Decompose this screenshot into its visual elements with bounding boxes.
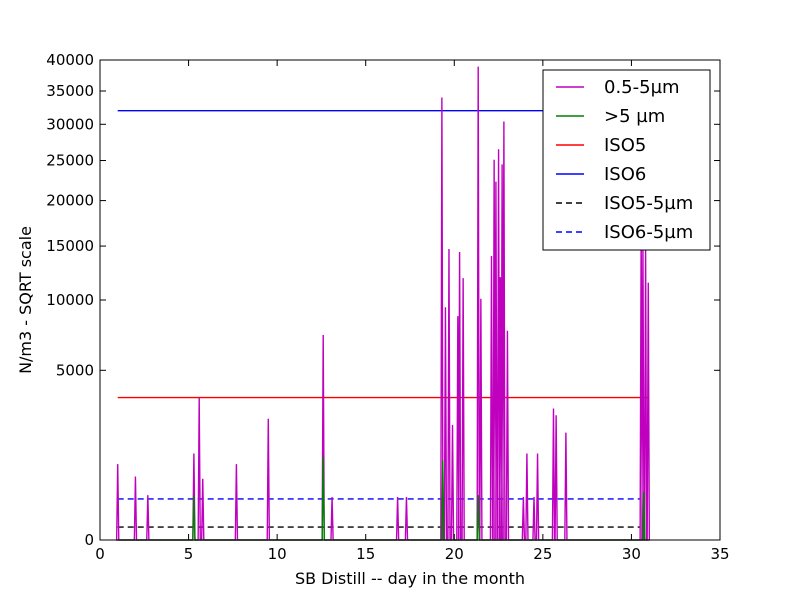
x-tick-label: 20: [445, 545, 464, 563]
x-axis-label: SB Distill -- day in the month: [295, 569, 525, 588]
y-axis-label: N/m3 - SQRT scale: [16, 226, 35, 374]
legend-label: >5 µm: [604, 106, 665, 127]
x-tick-label: 30: [622, 545, 641, 563]
y-tick-label: 10000: [46, 291, 94, 309]
x-tick-label: 35: [710, 545, 729, 563]
x-axis: 0 5 10 15 20 25 30 35: [95, 60, 730, 563]
x-tick-label: 10: [268, 545, 287, 563]
x-tick-label: 5: [184, 545, 194, 563]
legend: 0.5-5µm >5 µm ISO5 ISO6 ISO5-5µm ISO6-5µm: [542, 69, 711, 251]
y-tick-label: 30000: [46, 115, 94, 133]
legend-label: ISO6: [604, 164, 646, 185]
legend-frame: [542, 69, 711, 251]
y-tick-label: 40000: [46, 51, 94, 69]
legend-label: ISO6-5µm: [604, 222, 693, 243]
series-line: [117, 456, 650, 541]
legend-label: 0.5-5µm: [604, 77, 680, 98]
y-tick-label: 35000: [46, 82, 94, 100]
legend-label: ISO5: [604, 135, 646, 156]
y-tick-label: 15000: [46, 237, 94, 255]
y-axis: 0 5000 10000 15000 20000 25000 30000 35000 40000: [46, 51, 720, 549]
x-tick-label: 15: [356, 545, 375, 563]
y-tick-label: 0: [84, 531, 94, 549]
y-tick-label: 20000: [46, 192, 94, 210]
x-tick-label: 25: [533, 545, 552, 563]
y-tick-label: 25000: [46, 152, 94, 170]
x-tick-label: 0: [95, 545, 105, 563]
legend-label: ISO5-5µm: [604, 193, 693, 214]
y-tick-label: 5000: [56, 361, 94, 379]
